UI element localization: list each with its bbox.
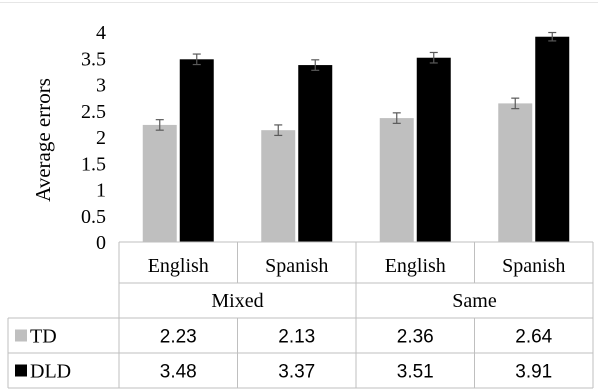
group-label: Mixed <box>211 290 263 312</box>
data-label: 3.91 <box>515 362 552 383</box>
plot-area <box>142 31 570 243</box>
data-label: 2.36 <box>397 327 434 348</box>
legend-swatch-td <box>15 329 27 342</box>
data-label: 3.48 <box>160 362 197 383</box>
group-label: Same <box>452 290 497 312</box>
bar-td-2 <box>379 118 414 242</box>
y-tick-label: 4 <box>96 22 106 44</box>
bar-dld-1 <box>298 65 333 242</box>
y-tick-label: 1 <box>96 180 106 202</box>
x-tick-label: English <box>385 255 446 277</box>
bar-td-0 <box>142 124 177 242</box>
legend-label: DLD <box>30 361 71 383</box>
legend-swatch-dld <box>15 364 27 377</box>
data-label: 3.37 <box>278 362 315 383</box>
x-tick-label: English <box>148 255 209 277</box>
y-axis-title: Average errors <box>31 78 55 202</box>
bar-dld-3 <box>535 36 570 242</box>
y-tick-label: 1.5 <box>81 153 106 175</box>
y-tick-label: 0 <box>96 232 106 254</box>
data-label: 2.13 <box>278 327 315 348</box>
y-tick-label: 2 <box>96 127 106 149</box>
x-tick-label: Spanish <box>265 255 328 277</box>
y-tick-label: 2.5 <box>81 101 106 123</box>
bar-td-1 <box>261 130 296 242</box>
y-tick-label: 3 <box>96 75 106 97</box>
y-axis: 0 0.5 1 1.5 2 2.5 3 3.5 4 <box>81 22 106 254</box>
bar-dld-0 <box>179 59 214 242</box>
y-tick-label: 3.5 <box>81 48 106 70</box>
data-label: 3.51 <box>397 362 434 383</box>
data-label: 2.64 <box>515 327 552 348</box>
data-label: 2.23 <box>160 327 197 348</box>
legend-label: TD <box>30 326 57 348</box>
bar-dld-2 <box>416 57 451 242</box>
y-tick-label: 0.5 <box>81 206 106 228</box>
x-tick-label: Spanish <box>502 255 565 277</box>
bar-td-3 <box>498 103 533 243</box>
